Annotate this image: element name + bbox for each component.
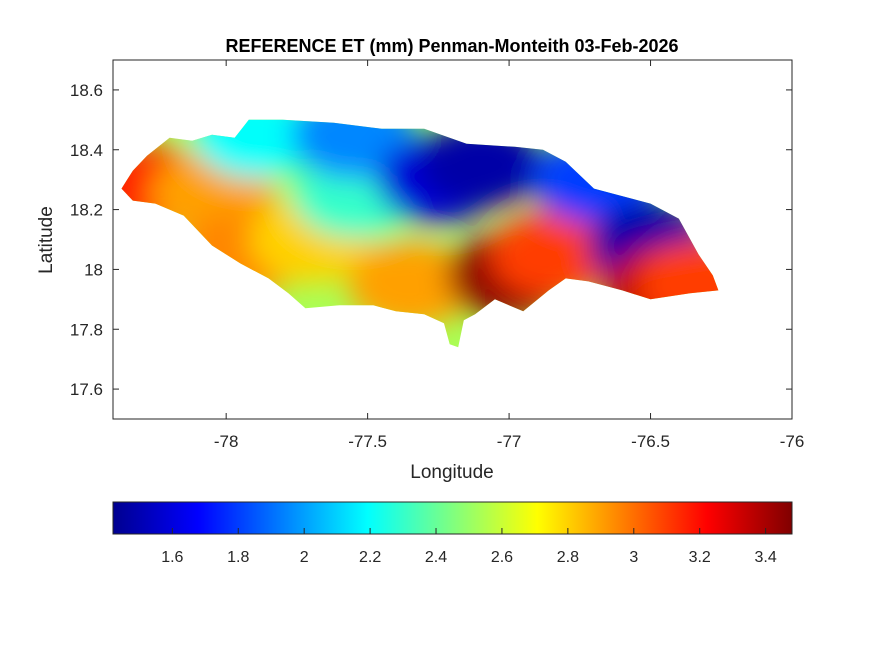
x-tick-label: -76 xyxy=(780,432,805,451)
x-tick-label: -76.5 xyxy=(631,432,670,451)
y-tick-label: 17.6 xyxy=(70,380,103,399)
colorbar-ticks: 1.6 1.8 2 2.2 2.4 2.6 2.8 3 3.2 3.4 xyxy=(161,528,777,566)
y-axis-ticks: 17.6 17.8 18 18.2 18.4 18.6 xyxy=(70,81,792,399)
y-tick-label: 18.2 xyxy=(70,201,103,220)
zone-northwest-coast xyxy=(192,119,317,179)
y-tick-label: 18.6 xyxy=(70,81,103,100)
y-tick-label: 18.4 xyxy=(70,141,103,160)
colorbar-tick-label: 2.2 xyxy=(359,549,381,566)
colorbar xyxy=(112,501,793,535)
zone-south-east-central xyxy=(489,210,614,299)
zone-central-south xyxy=(348,240,473,329)
colorbar-tick-label: 3 xyxy=(629,549,638,566)
x-axis-label: Longitude xyxy=(410,462,493,483)
colorbar-tick-label: 2.8 xyxy=(557,549,579,566)
colorbar-tick-label: 1.8 xyxy=(227,549,249,566)
colorbar-tick-label: 3.2 xyxy=(689,549,711,566)
colorbar-tick-label: 2.6 xyxy=(491,549,513,566)
chart-title: REFERENCE ET (mm) Penman-Monteith 03-Feb… xyxy=(225,36,678,56)
x-tick-label: -77 xyxy=(497,432,522,451)
colorbar-tick-label: 3.4 xyxy=(755,549,777,566)
colorbar-tick-label: 1.6 xyxy=(161,549,183,566)
zone-north-central xyxy=(291,119,416,179)
x-tick-label: -78 xyxy=(214,432,239,451)
y-tick-label: 18 xyxy=(84,260,103,279)
colorbar-tick-label: 2 xyxy=(300,549,309,566)
x-tick-label: -77.5 xyxy=(348,432,387,451)
y-axis-label: Latitude xyxy=(36,206,57,274)
colorbar-tick-label: 2.4 xyxy=(425,549,447,566)
x-axis-ticks: -78 -77.5 -77 -76.5 -76 xyxy=(214,60,804,451)
y-tick-label: 17.8 xyxy=(70,320,103,339)
